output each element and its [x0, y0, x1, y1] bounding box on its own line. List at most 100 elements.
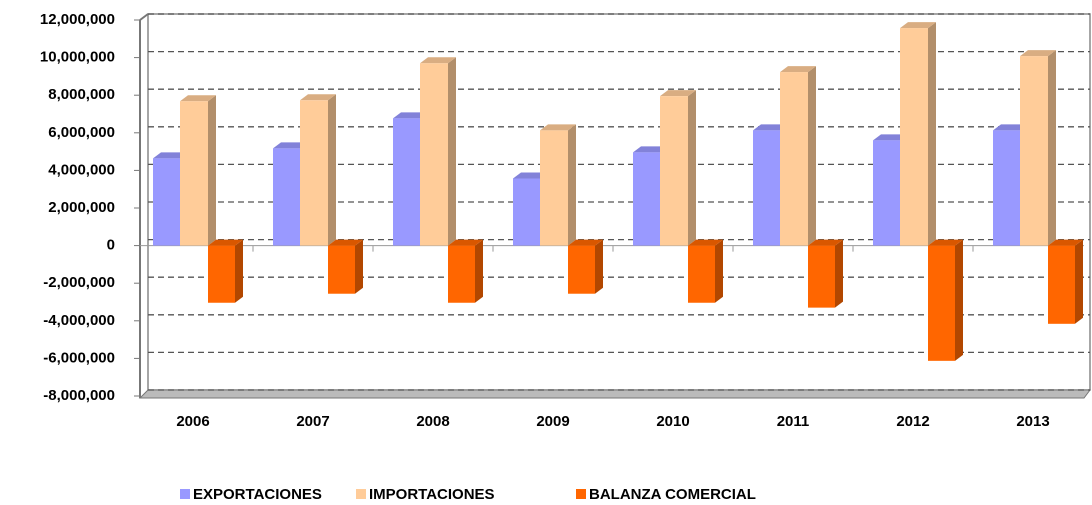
bar-side [448, 57, 456, 246]
bar-group [1048, 239, 1083, 324]
y-tick-label: 12,000,000 [40, 11, 115, 28]
bar [180, 101, 208, 246]
bar-top [660, 90, 696, 97]
bar-group [448, 239, 483, 303]
bar [780, 72, 808, 246]
bar-top [1048, 239, 1083, 246]
bar [688, 245, 715, 303]
bar-top [540, 124, 576, 131]
bar-group [420, 57, 456, 246]
x-tick-label: 2012 [896, 413, 929, 430]
bar-side [835, 239, 843, 308]
bar-side [808, 66, 816, 246]
bar-side [475, 239, 483, 303]
bar-side [1075, 239, 1083, 324]
legend-swatch [356, 489, 366, 499]
bar-group [780, 66, 816, 246]
y-tick-label: -8,000,000 [43, 387, 115, 404]
bar-top [928, 239, 963, 246]
y-tick-label: 8,000,000 [48, 86, 115, 103]
bar-top [328, 239, 363, 246]
bar-side [715, 239, 723, 303]
x-tick-label: 2008 [416, 413, 449, 430]
bar-group [328, 239, 363, 294]
bar-top [688, 239, 723, 246]
bar-side [595, 239, 603, 294]
bar [873, 140, 900, 246]
bar-side [235, 239, 243, 303]
bar-side [208, 95, 216, 246]
bar-group [540, 124, 576, 246]
bar [1048, 245, 1075, 324]
bar-top [753, 124, 788, 131]
bar-top [780, 66, 816, 73]
y-tick-label: 2,000,000 [48, 199, 115, 216]
legend-swatch [576, 489, 586, 499]
y-tick-label: 0 [107, 237, 115, 254]
bar [393, 118, 420, 246]
bar-top [273, 142, 308, 149]
bar-side [328, 94, 336, 246]
bar [568, 245, 595, 294]
bar-group [660, 90, 696, 246]
bar [540, 130, 568, 246]
bar-top [513, 172, 548, 179]
legend-label: IMPORTACIONES [369, 486, 495, 503]
bar [208, 245, 235, 303]
legend-label: BALANZA COMERCIAL [589, 486, 756, 503]
bar-group [900, 22, 936, 246]
bar-group [928, 239, 963, 361]
bar [928, 245, 955, 361]
axis-edge [139, 13, 149, 21]
bar-group [208, 239, 243, 303]
y-tick-label: -6,000,000 [43, 349, 115, 366]
x-tick-label: 2013 [1016, 413, 1049, 430]
y-tick-label: -4,000,000 [43, 312, 115, 329]
y-tick-label: 10,000,000 [40, 49, 115, 66]
x-tick-label: 2009 [536, 413, 569, 430]
x-tick-label: 2011 [777, 413, 810, 430]
bar-top [393, 112, 428, 119]
bar-top [448, 239, 483, 246]
bar-top [208, 239, 243, 246]
bar-top [993, 124, 1028, 131]
bar-group [568, 239, 603, 294]
bar [448, 245, 475, 303]
bar-top [633, 146, 668, 153]
bar-top [808, 239, 843, 246]
bar [1020, 56, 1048, 246]
bar [808, 245, 835, 308]
bar-top [153, 152, 188, 159]
bar-group [688, 239, 723, 303]
x-tick-label: 2010 [656, 413, 689, 430]
bar-top [300, 94, 336, 101]
bar [513, 178, 540, 246]
bar [153, 158, 180, 246]
bar-group [300, 94, 336, 246]
bar-top [873, 134, 908, 141]
bar [660, 96, 688, 246]
bar-side [1048, 50, 1056, 246]
bar-top [900, 22, 936, 29]
bar [633, 152, 660, 246]
bar-side [928, 22, 936, 246]
bar [300, 100, 328, 246]
y-tick-label: 4,000,000 [48, 161, 115, 178]
bar-top [180, 95, 216, 102]
bar [273, 148, 300, 246]
y-tick-label: 6,000,000 [48, 124, 115, 141]
x-tick-label: 2006 [176, 413, 209, 430]
floor [138, 389, 1091, 399]
bar [328, 245, 355, 294]
bar-top [568, 239, 603, 246]
bar-top [1020, 50, 1056, 57]
bar-group [808, 239, 843, 308]
bar-side [355, 239, 363, 294]
legend-swatch [180, 489, 190, 499]
y-tick-label: -2,000,000 [43, 274, 115, 291]
bar [900, 28, 928, 246]
legend-label: EXPORTACIONES [193, 486, 322, 503]
bar-top [420, 57, 456, 64]
bar [753, 130, 780, 246]
